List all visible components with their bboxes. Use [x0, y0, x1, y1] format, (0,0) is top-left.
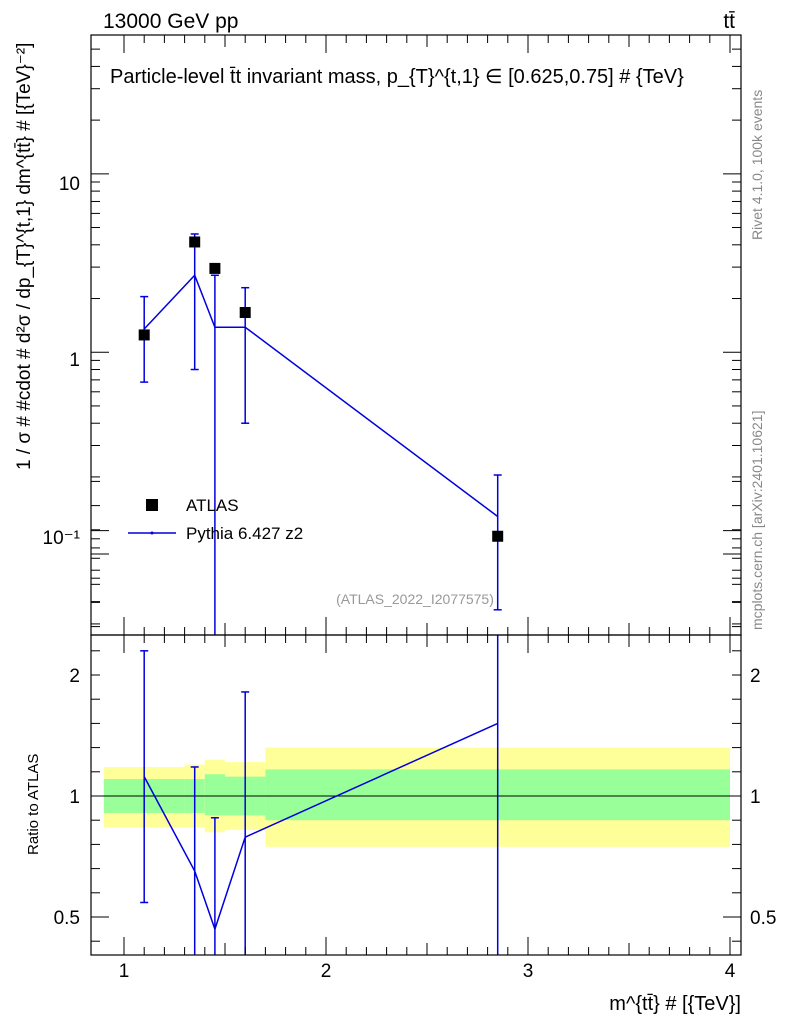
main-title: Particle-level t̄t invariant mass, p_{T}… [110, 66, 684, 88]
ratio-left-tick-label-2: 2 [69, 666, 80, 687]
mc-series-line [143, 273, 499, 518]
legend: ATLAS Pythia 6.427 z2 [128, 496, 303, 543]
header-process-label: tt̄ [723, 10, 735, 33]
watermark-label: (ATLAS_2022_I2077575) [336, 591, 494, 607]
x-tick-label-2: 2 [321, 961, 332, 982]
ratio-left-tick-label-1: 1 [69, 787, 80, 808]
ratio-right-tick-label-0-5: 0.5 [750, 908, 776, 929]
atlas-data-point [209, 262, 221, 274]
ratio-left-tick-label-0-5: 0.5 [54, 908, 80, 929]
y-tick-label-10: 10 [59, 174, 80, 195]
atlas-data-point [189, 236, 201, 248]
main-error-bars [140, 233, 502, 635]
main-frame [90, 34, 742, 636]
ratio-right-tick-label-2: 2 [750, 666, 761, 687]
atlas-data-point [239, 306, 251, 318]
main-y-axis-label: 1 / σ # #cdot # d²σ / dp_{T}^{t,1} dm^{t… [14, 43, 35, 470]
ratio-inner-band [204, 774, 225, 816]
main-series-lines [143, 273, 499, 518]
ratio-error-bars [140, 635, 499, 955]
y-tick-label-0-1: 10⁻¹ [43, 528, 81, 549]
ratio-right-tick-label-1: 1 [750, 787, 761, 808]
legend-pythia-label: Pythia 6.427 z2 [186, 524, 303, 543]
atlas-data-point [492, 530, 504, 542]
atlas-data-point [138, 329, 150, 341]
header-energy-label: 13000 GeV pp [103, 10, 238, 33]
mcplots-label: mcplots.cern.ch [arXiv:2401.10621] [749, 411, 765, 630]
ratio-uncertainty-bands [103, 747, 730, 847]
legend-atlas-label: ATLAS [186, 496, 239, 515]
ratio-panel: Ratio to ATLAS 2 1 0.5 2 1 0.5 1 2 3 4 m… [25, 480, 776, 1015]
x-tick-label-1: 1 [119, 961, 130, 982]
legend-atlas-marker [146, 499, 158, 511]
x-axis-label: m^{tt̄} # [{TeV}] [609, 993, 741, 1015]
ratio-axis-ticks [91, 480, 741, 955]
y-tick-label-1: 1 [69, 350, 80, 371]
ratio-frame [90, 634, 742, 956]
x-tick-label-3: 3 [523, 961, 534, 982]
legend-pythia-dot [150, 531, 154, 535]
rivet-version-label: Rivet 4.1.0, 100k events [749, 90, 765, 240]
main-axis-ticks [91, 34, 741, 635]
ratio-y-axis-label: Ratio to ATLAS [25, 754, 42, 855]
main-panel: Particle-level t̄t invariant mass, p_{T}… [14, 34, 742, 636]
main-data-points [138, 236, 504, 542]
x-tick-label-4: 4 [725, 961, 736, 982]
